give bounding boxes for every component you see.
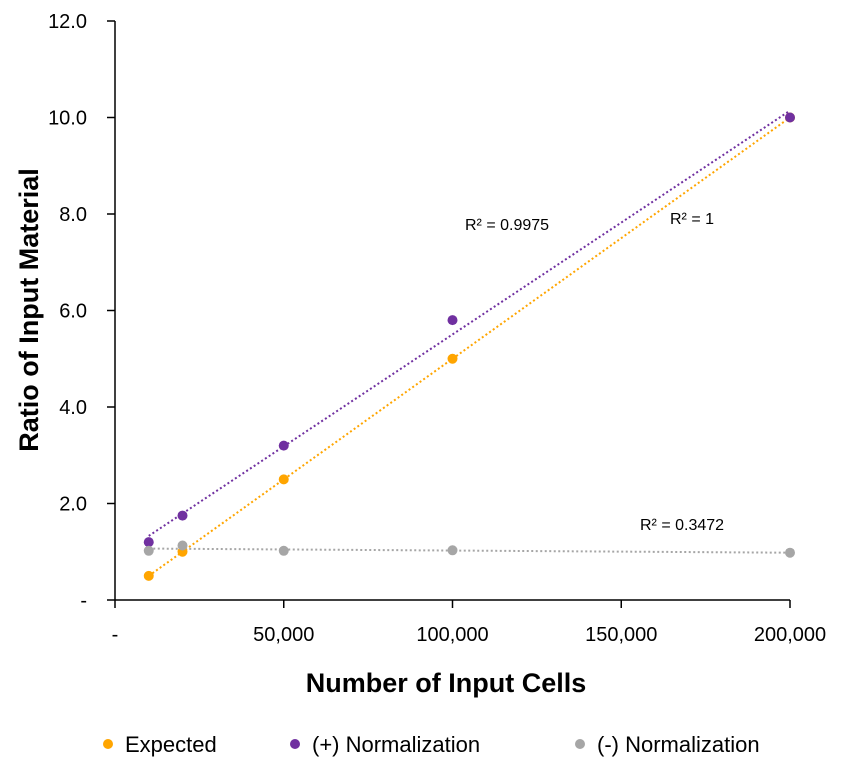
x-axis-ticks: - 50,000 100,000 150,000 200,000 <box>112 600 826 646</box>
data-point <box>177 540 188 551</box>
data-point <box>143 545 154 556</box>
data-point <box>447 353 458 364</box>
x-tick-label: 150,000 <box>585 624 657 646</box>
legend-marker <box>103 739 113 749</box>
y-tick-label: 8.0 <box>59 204 87 226</box>
r2-label: R² = 0.9975 <box>465 217 549 234</box>
data-point <box>143 570 154 581</box>
legend-label: (+) Normalization <box>312 732 480 757</box>
y-tick-label: - <box>80 590 87 612</box>
y-tick-label: 6.0 <box>59 301 87 323</box>
data-point <box>447 545 458 556</box>
y-tick-label: 10.0 <box>48 108 87 130</box>
data-point <box>785 112 795 123</box>
data-point <box>143 537 154 548</box>
r2-label: R² = 1 <box>670 211 714 228</box>
y-axis-ticks: - 2.0 4.0 6.0 8.0 10.0 12.0 <box>48 11 115 612</box>
r2-label: R² = 0.3472 <box>640 517 724 534</box>
trendline <box>148 547 791 554</box>
x-tick-label: 100,000 <box>416 624 488 646</box>
y-axis-title: Ratio of Input Material <box>14 168 44 452</box>
legend-marker <box>290 739 300 749</box>
data-point <box>785 547 795 558</box>
x-tick-label: - <box>112 624 119 646</box>
y-tick-label: 12.0 <box>48 11 87 33</box>
data-point <box>278 440 289 451</box>
trendline <box>148 109 791 537</box>
data-point <box>447 315 458 326</box>
legend: Expected (+) Normalization (-) Normalizati… <box>103 732 760 757</box>
legend-label: (-) Normalization <box>597 732 760 757</box>
data-point <box>177 510 188 521</box>
x-tick-label: 50,000 <box>253 624 314 646</box>
x-axis-title: Number of Input Cells <box>306 668 587 698</box>
y-tick-label: 2.0 <box>59 494 87 516</box>
y-tick-label: 4.0 <box>59 397 87 419</box>
data-point <box>278 474 289 485</box>
x-tick-label: 200,000 <box>754 624 826 646</box>
legend-marker <box>575 739 585 749</box>
data-point <box>278 545 289 556</box>
r2-labels: R² = 1 R² = 0.9975 R² = 0.3472 <box>465 211 724 534</box>
trendlines <box>148 109 791 577</box>
plot-area: - 2.0 4.0 6.0 8.0 10.0 12.0 - 50,000 100,000 150,… <box>48 11 826 646</box>
legend-label: Expected <box>125 732 217 757</box>
trendline <box>148 116 791 577</box>
data-points <box>143 112 795 581</box>
